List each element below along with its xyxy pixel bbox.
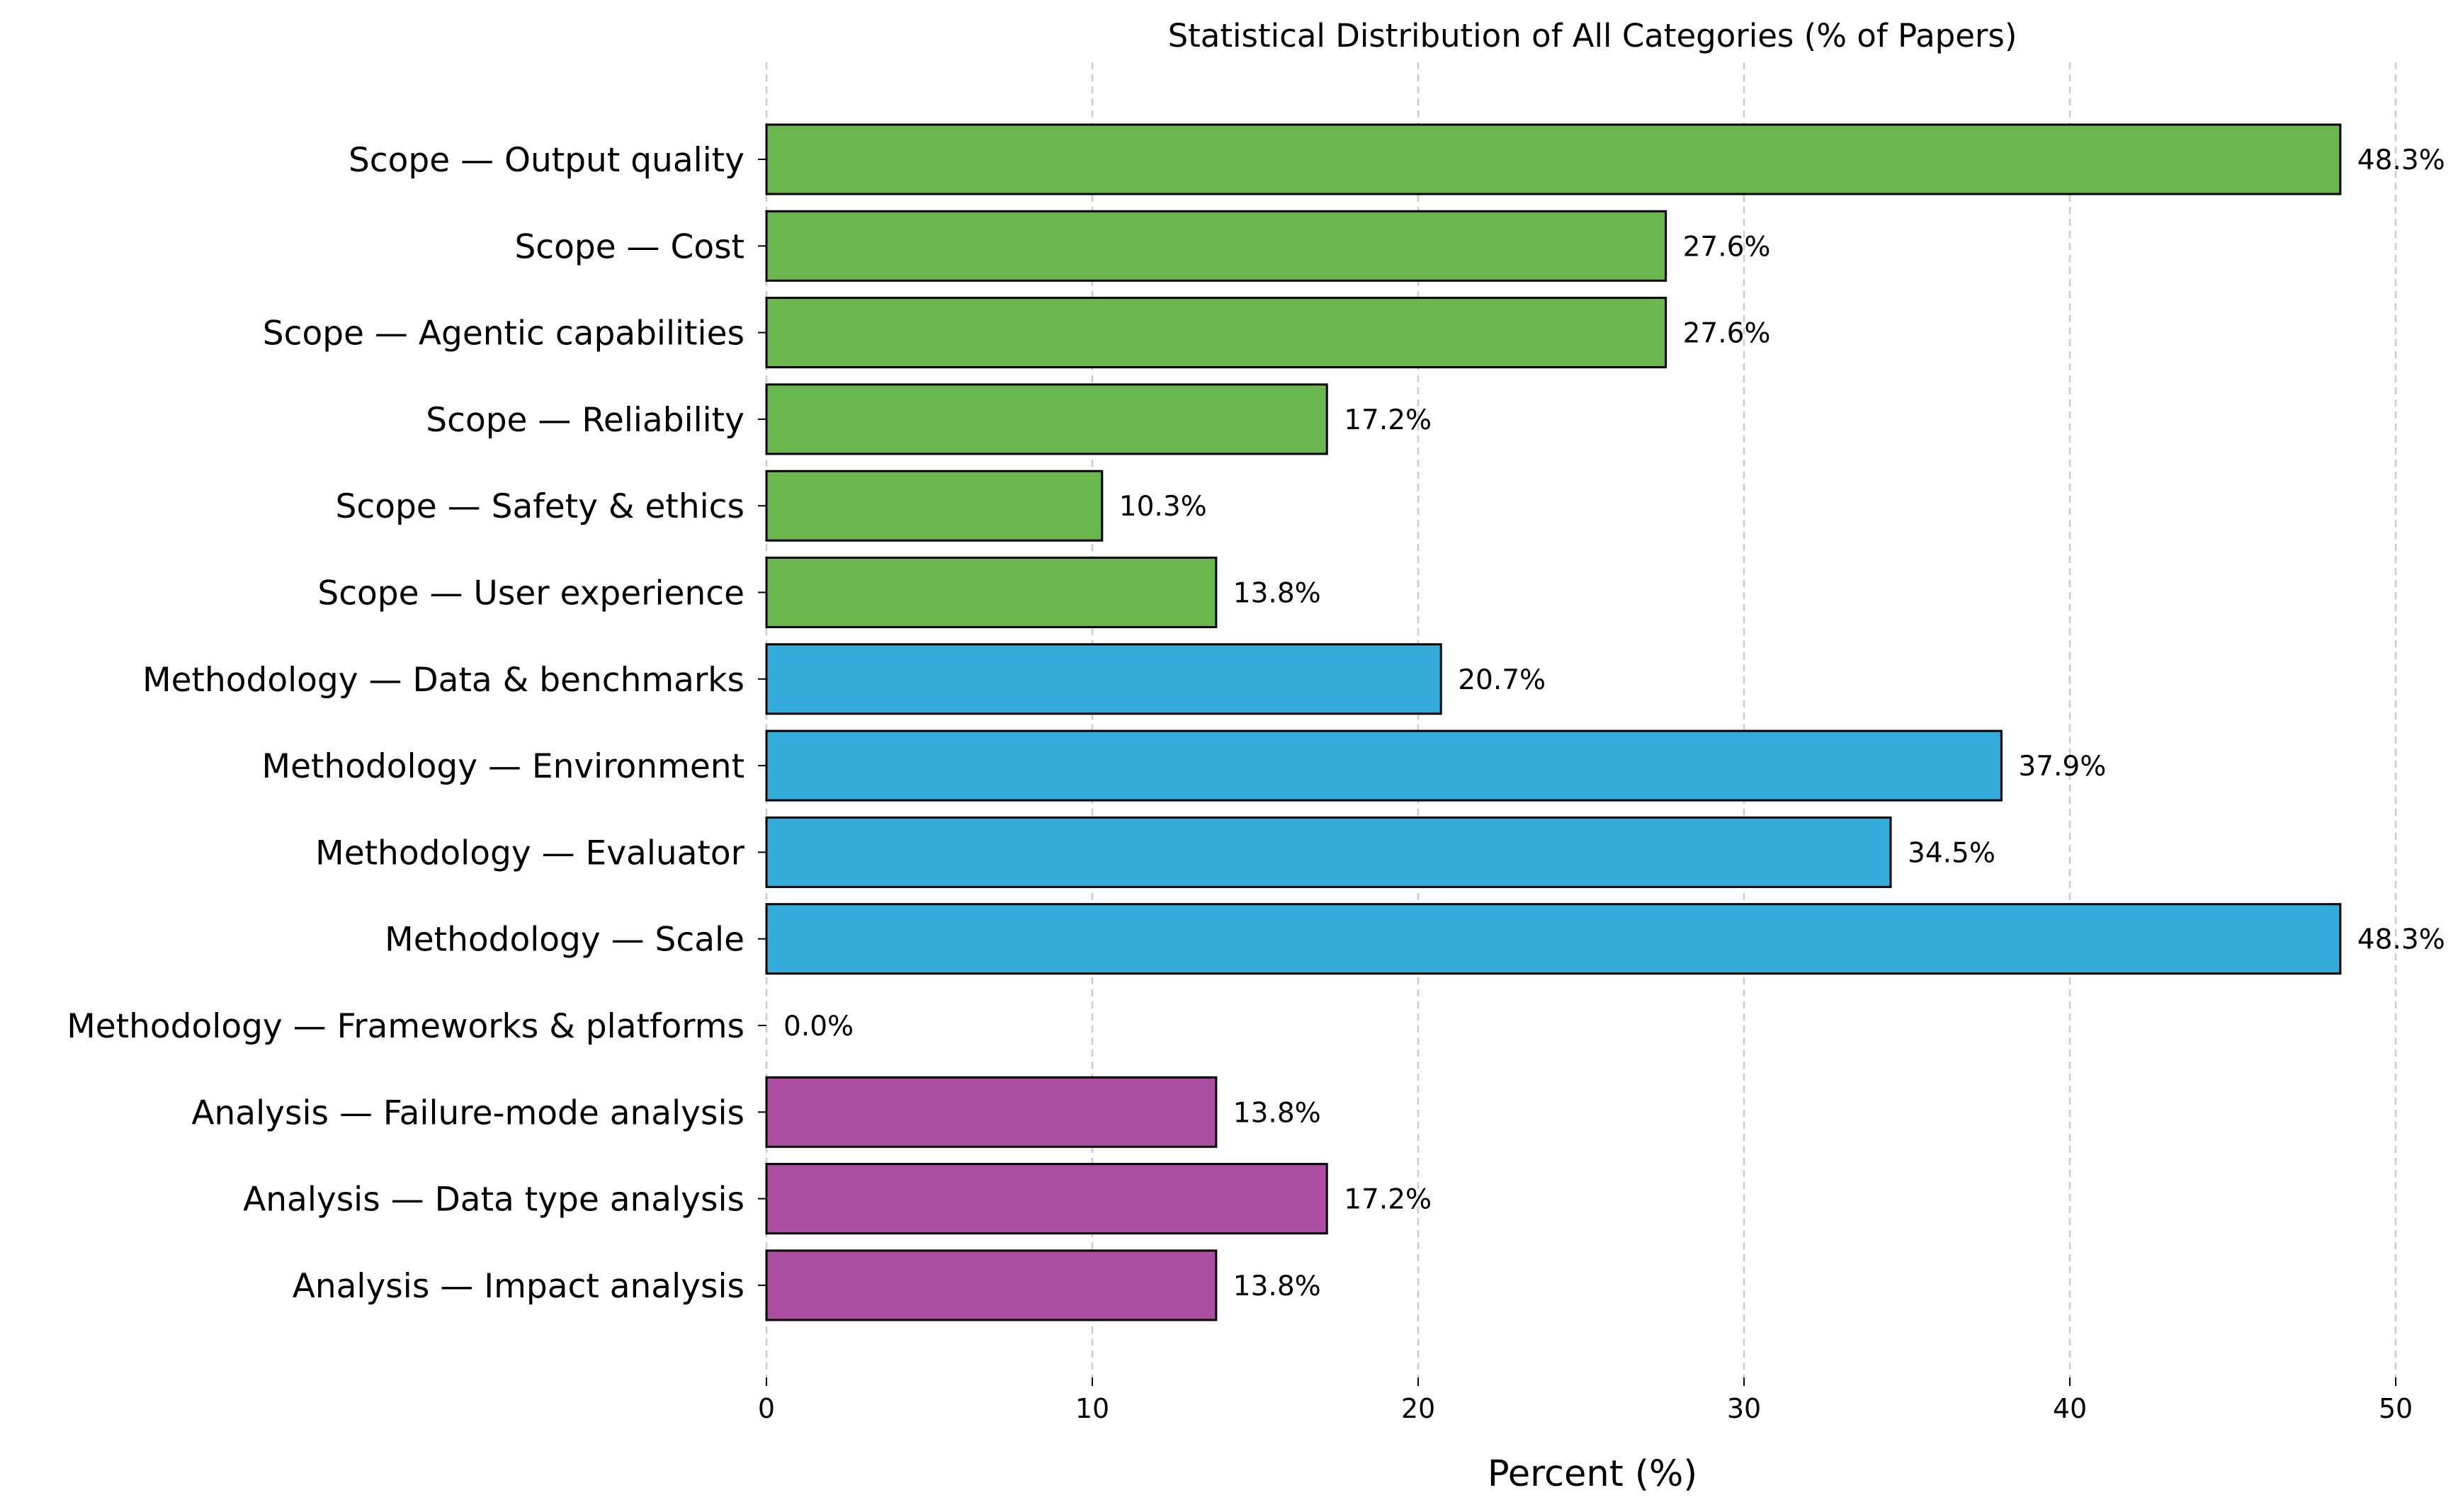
x-tick-label-40: 40 xyxy=(2053,1393,2087,1424)
category-label-analysis-failure-mode-analysis: Analysis — Failure-mode analysis xyxy=(191,1093,744,1132)
value-label-scope-safety-and-ethics: 10.3% xyxy=(1119,491,1207,523)
x-tick-label-30: 30 xyxy=(1727,1393,1761,1424)
category-label-methodology-scale: Methodology — Scale xyxy=(385,921,744,960)
value-label-methodology-scale: 48.3% xyxy=(2357,924,2445,956)
category-label-scope-cost: Scope — Cost xyxy=(514,227,744,266)
category-label-scope-output-quality: Scope — Output quality xyxy=(349,141,744,180)
bar-scope-safety-and-ethics xyxy=(765,470,1104,542)
category-label-analysis-impact-analysis: Analysis — Impact analysis xyxy=(293,1267,744,1306)
value-label-methodology-evaluator: 34.5% xyxy=(1908,837,1995,869)
bar-scope-output-quality xyxy=(765,123,2342,195)
value-label-scope-agentic-capabilities: 27.6% xyxy=(1683,318,1771,350)
category-label-analysis-data-type-analysis: Analysis — Data type analysis xyxy=(243,1181,744,1220)
bar-methodology-scale xyxy=(765,903,2342,975)
chart-title: Statistical Distribution of All Categori… xyxy=(1168,17,2017,55)
value-label-scope-user-experience: 13.8% xyxy=(1233,578,1321,610)
category-label-scope-reliability: Scope — Reliability xyxy=(426,401,744,440)
value-label-methodology-frameworks-and-platforms: 0.0% xyxy=(783,1011,854,1042)
category-label-methodology-evaluator: Methodology — Evaluator xyxy=(315,834,745,872)
category-label-scope-agentic-capabilities: Scope — Agentic capabilities xyxy=(263,314,744,353)
bar-analysis-impact-analysis xyxy=(765,1249,1218,1321)
bar-methodology-environment xyxy=(765,729,2003,802)
category-label-methodology-data-and-benchmarks: Methodology — Data & benchmarks xyxy=(142,661,744,700)
category-label-scope-user-experience: Scope — User experience xyxy=(317,574,744,613)
value-label-scope-cost: 27.6% xyxy=(1683,231,1771,263)
value-label-analysis-failure-mode-analysis: 13.8% xyxy=(1233,1097,1321,1129)
value-label-analysis-impact-analysis: 13.8% xyxy=(1233,1271,1321,1302)
category-label-methodology-environment: Methodology — Environment xyxy=(262,747,744,786)
bar-scope-user-experience xyxy=(765,557,1218,628)
bar-analysis-failure-mode-analysis xyxy=(765,1076,1218,1148)
value-label-scope-reliability: 17.2% xyxy=(1344,404,1432,436)
bar-layer xyxy=(765,123,2342,1321)
value-label-methodology-data-and-benchmarks: 20.7% xyxy=(1458,664,1546,696)
x-tick-label-20: 20 xyxy=(1401,1393,1435,1424)
bar-analysis-data-type-analysis xyxy=(765,1163,1328,1235)
value-label-scope-output-quality: 48.3% xyxy=(2357,144,2445,176)
x-tick-label-50: 50 xyxy=(2379,1393,2413,1424)
value-label-methodology-environment: 37.9% xyxy=(2018,751,2106,783)
category-label-scope-safety-and-ethics: Scope — Safety & ethics xyxy=(336,487,744,526)
bar-methodology-evaluator xyxy=(765,816,1892,888)
value-label-analysis-data-type-analysis: 17.2% xyxy=(1344,1184,1432,1216)
bar-methodology-data-and-benchmarks xyxy=(765,643,1442,715)
axis-layer: 0 10 20 30 40 50 xyxy=(758,159,2413,1424)
bar-scope-reliability xyxy=(765,383,1328,455)
label-layer: Scope — Output quality 48.3% Scope — Cost 2… xyxy=(67,141,2445,1306)
x-axis-title: Percent (%) xyxy=(1488,1453,1697,1495)
x-tick-label-10: 10 xyxy=(1075,1393,1109,1424)
x-tick-label-0: 0 xyxy=(758,1393,775,1424)
bar-scope-agentic-capabilities xyxy=(765,297,1668,369)
bar-scope-cost xyxy=(765,210,1668,282)
category-label-methodology-frameworks-and-platforms: Methodology — Frameworks & platforms xyxy=(67,1007,744,1046)
